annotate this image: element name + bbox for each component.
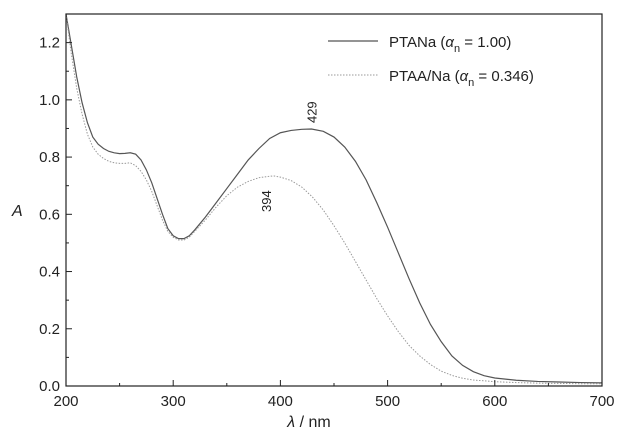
y-tick-label: 1.2	[39, 35, 60, 52]
y-tick-label: 0.6	[39, 206, 60, 223]
y-tick-label: 0.0	[39, 378, 60, 395]
peak-label-ptana: 429	[304, 101, 319, 123]
x-axis-symbol: λ	[286, 414, 295, 431]
x-tick-label: 300	[161, 393, 186, 410]
peak-annotations: 429 394	[259, 101, 320, 212]
series-line-0	[65, 13, 603, 384]
series-line-1	[65, 13, 602, 385]
x-tick-label: 600	[482, 393, 507, 410]
legend-text-ptana: PTANa (αn = 1.00)	[389, 34, 511, 55]
peak-label-ptaa-na: 394	[259, 190, 274, 212]
legend: PTANa (αn = 1.00) PTAA/Na (αn = 0.346)	[328, 34, 534, 89]
series-layer	[65, 13, 603, 385]
ticks: 200 300 400 500 600 700 0.0 0.2 0.4 0.6 0.8 1.0 1.2	[39, 13, 615, 410]
y-tick-label: 0.4	[39, 264, 60, 281]
y-axis-label: A	[11, 203, 23, 220]
x-tick-label: 200	[53, 393, 78, 410]
x-axis-label: λ / nm	[286, 414, 330, 431]
x-tick-label: 400	[268, 393, 293, 410]
y-tick-label: 0.2	[39, 321, 60, 338]
legend-entry-ptana: PTANa (αn = 1.00)	[328, 34, 511, 55]
x-tick-label: 700	[589, 393, 614, 410]
y-tick-label: 1.0	[39, 92, 60, 109]
x-axis-unit: / nm	[295, 414, 331, 431]
y-tick-label: 0.8	[39, 149, 60, 166]
legend-text-ptaa-na: PTAA/Na (αn = 0.346)	[389, 68, 534, 89]
legend-entry-ptaa-na: PTAA/Na (αn = 0.346)	[328, 68, 534, 89]
x-tick-label: 500	[375, 393, 400, 410]
